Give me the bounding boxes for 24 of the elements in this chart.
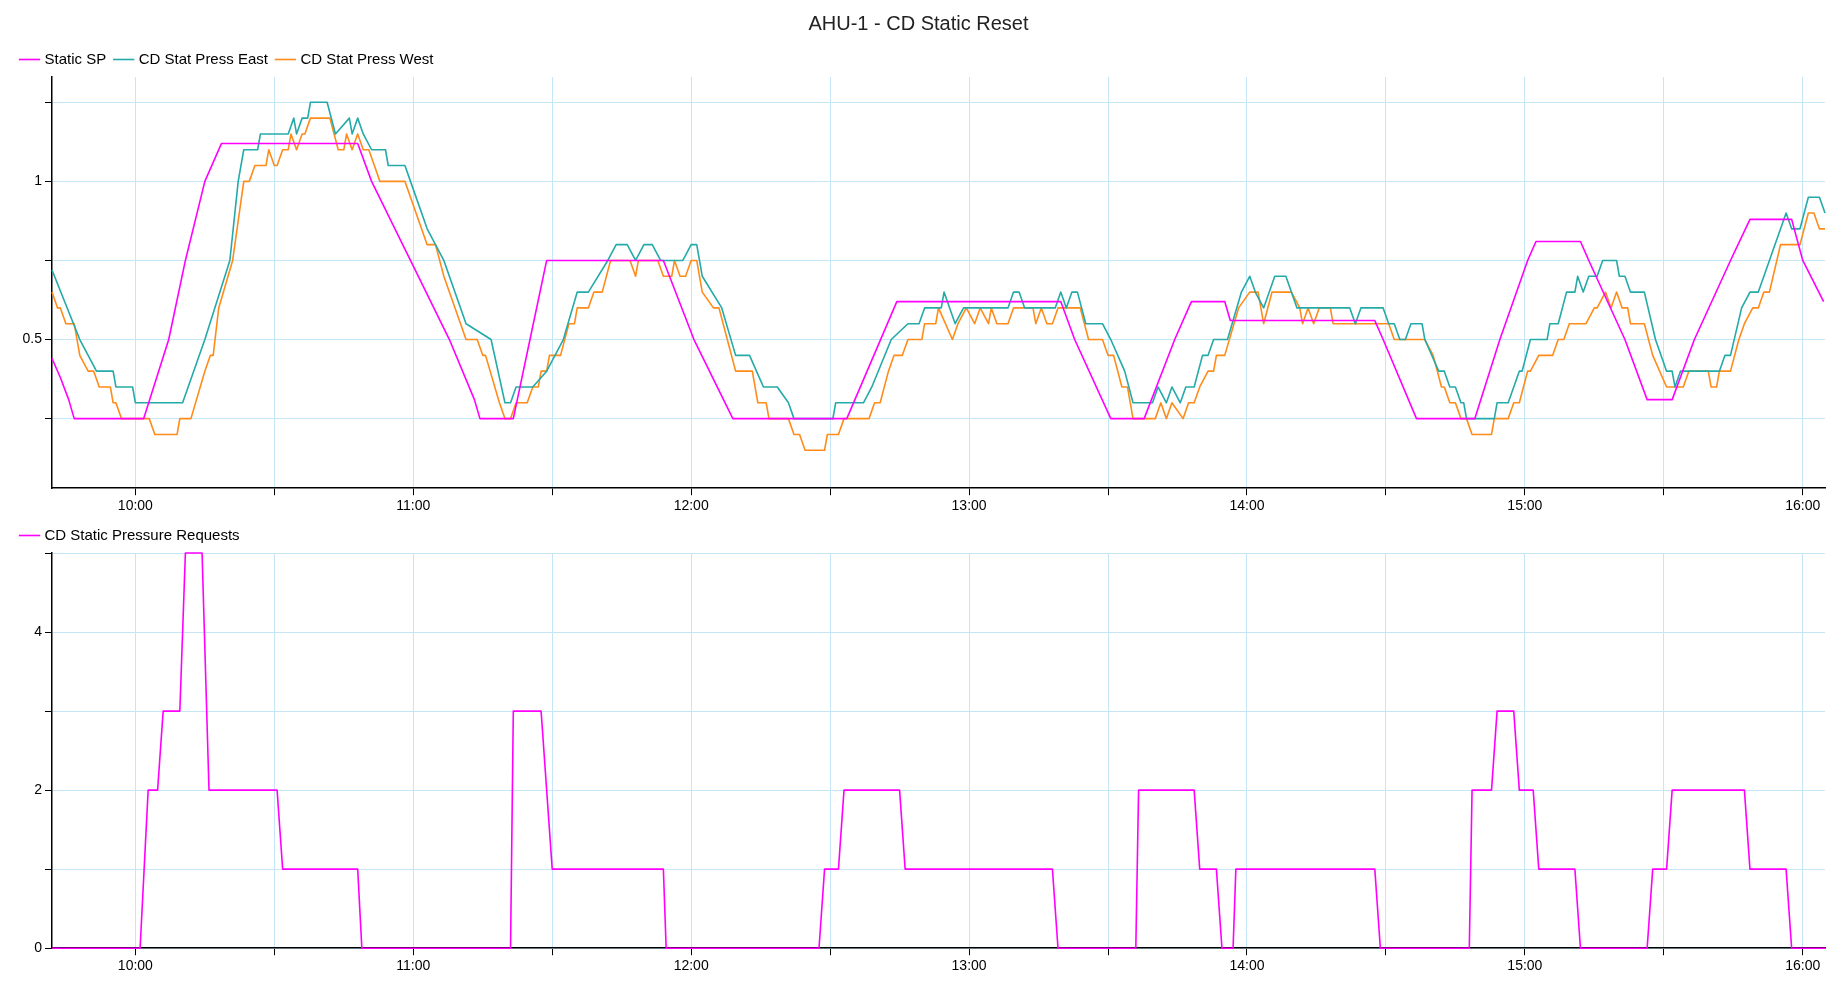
legend-label: CD Stat Press East [138, 49, 269, 67]
legend-label: CD Stat Press West [300, 49, 435, 67]
x-tick-label: 15:00 [1507, 957, 1543, 974]
x-tick-label: 14:00 [1229, 497, 1265, 514]
y-tick-label: 0 [34, 939, 43, 956]
x-tick-label: 10:00 [117, 957, 154, 974]
x-tick-label: 14:00 [1229, 957, 1265, 974]
y-tick-label: 0.5 [22, 330, 43, 347]
x-tick-label: 16:00 [1785, 957, 1821, 974]
y-tick-label: 1 [34, 172, 43, 189]
x-tick-label: 13:00 [951, 957, 987, 974]
x-tick-label: 15:00 [1507, 497, 1543, 514]
x-tick-label: 11:00 [396, 957, 431, 974]
chart-title: AHU-1 - CD Static Reset [808, 11, 1029, 34]
x-tick-label: 13:00 [951, 497, 987, 514]
x-tick-label: 12:00 [673, 497, 709, 514]
x-tick-label: 10:00 [117, 497, 154, 514]
legend-label: CD Static Pressure Requests [44, 525, 240, 543]
x-tick-label: 12:00 [673, 957, 709, 974]
legend-label: Static SP [44, 49, 107, 67]
y-tick-label: 2 [34, 780, 43, 797]
x-tick-label: 16:00 [1785, 497, 1821, 514]
x-tick-label: 11:00 [396, 497, 431, 514]
y-tick-label: 4 [34, 622, 43, 639]
